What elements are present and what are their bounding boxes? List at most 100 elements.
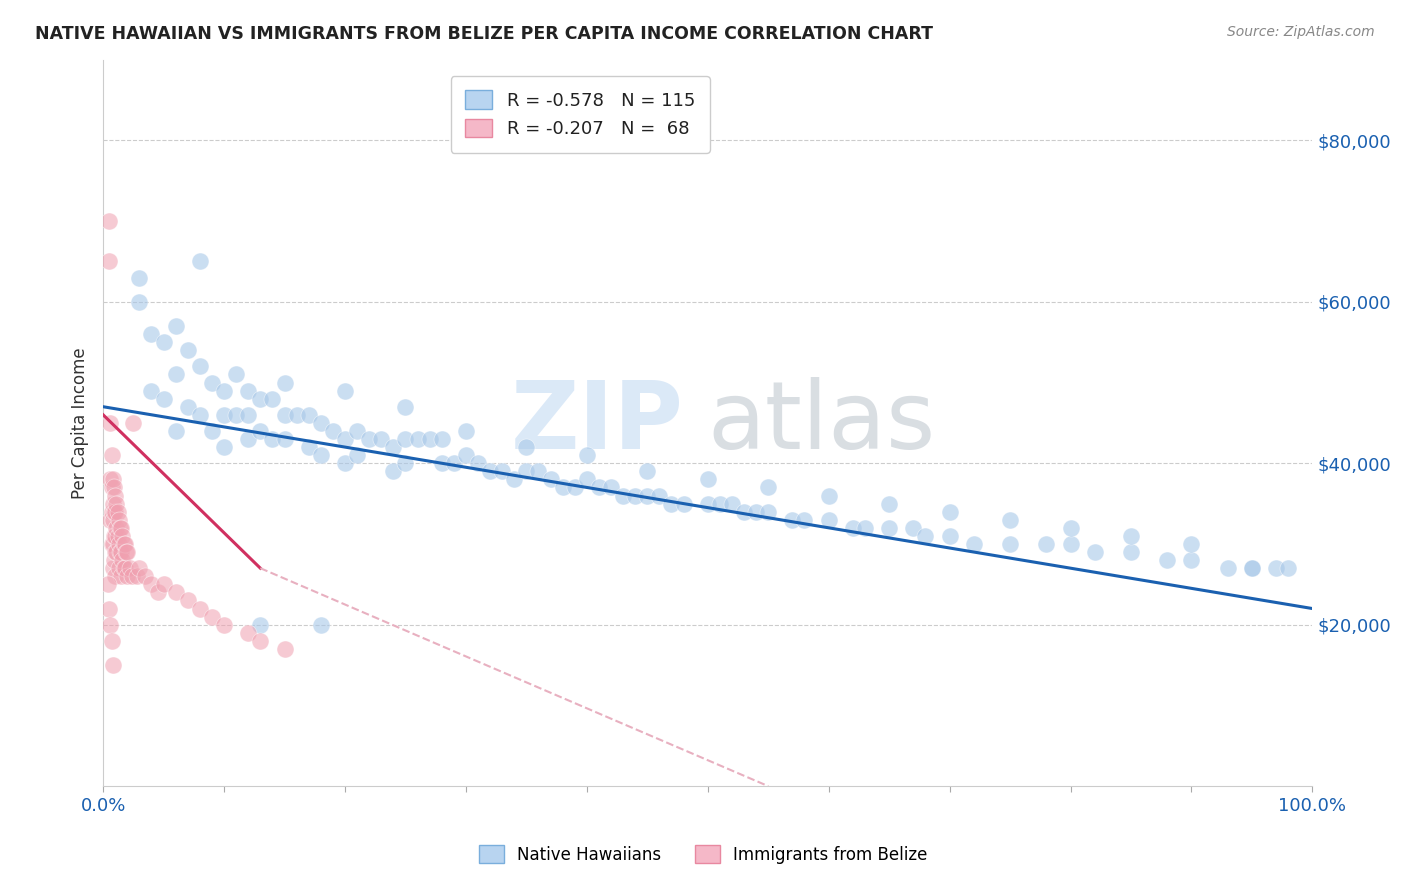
Point <box>903 521 925 535</box>
Point <box>636 464 658 478</box>
Point <box>491 464 513 478</box>
Point <box>359 432 381 446</box>
Point <box>152 392 174 406</box>
Point <box>98 214 121 228</box>
Point <box>394 432 416 446</box>
Point <box>104 545 127 559</box>
Point <box>118 561 141 575</box>
Point <box>467 456 489 470</box>
Point <box>104 489 127 503</box>
Legend: Native Hawaiians, Immigrants from Belize: Native Hawaiians, Immigrants from Belize <box>472 838 934 871</box>
Text: Source: ZipAtlas.com: Source: ZipAtlas.com <box>1227 25 1375 39</box>
Point <box>1265 561 1288 575</box>
Point <box>201 609 224 624</box>
Point <box>107 505 129 519</box>
Point <box>551 480 574 494</box>
Point <box>101 537 124 551</box>
Point <box>1059 521 1081 535</box>
Point <box>733 505 755 519</box>
Point <box>141 327 163 342</box>
Point <box>914 529 936 543</box>
Point <box>141 384 163 398</box>
Point <box>998 537 1021 551</box>
Point <box>721 497 744 511</box>
Point <box>540 472 562 486</box>
Point <box>249 424 271 438</box>
Point <box>419 432 441 446</box>
Point <box>212 408 235 422</box>
Point <box>853 521 876 535</box>
Point <box>575 448 598 462</box>
Point <box>100 617 122 632</box>
Point <box>188 601 211 615</box>
Point <box>177 343 200 358</box>
Point <box>1084 545 1107 559</box>
Point <box>430 432 453 446</box>
Point <box>817 513 839 527</box>
Point <box>249 392 271 406</box>
Point <box>333 384 356 398</box>
Point <box>298 408 321 422</box>
Point <box>128 270 150 285</box>
Point <box>111 529 134 543</box>
Point <box>648 489 671 503</box>
Text: NATIVE HAWAIIAN VS IMMIGRANTS FROM BELIZE PER CAPITA INCOME CORRELATION CHART: NATIVE HAWAIIAN VS IMMIGRANTS FROM BELIZ… <box>35 25 934 43</box>
Point <box>212 440 235 454</box>
Point <box>309 448 332 462</box>
Point <box>1277 561 1299 575</box>
Point <box>696 472 718 486</box>
Point <box>454 424 477 438</box>
Point <box>515 440 537 454</box>
Point <box>273 432 295 446</box>
Point <box>165 368 187 382</box>
Point <box>1180 553 1202 567</box>
Point <box>105 545 128 559</box>
Point <box>101 513 124 527</box>
Point <box>108 545 131 559</box>
Point <box>103 529 125 543</box>
Point <box>110 545 132 559</box>
Point <box>309 617 332 632</box>
Point <box>100 537 122 551</box>
Point <box>146 585 169 599</box>
Point <box>382 464 405 478</box>
Point <box>877 497 900 511</box>
Point <box>661 497 683 511</box>
Point <box>122 416 145 430</box>
Point <box>103 553 125 567</box>
Point <box>1119 529 1142 543</box>
Point <box>249 617 271 632</box>
Point <box>112 561 135 575</box>
Point <box>479 464 502 478</box>
Point <box>527 464 550 478</box>
Point <box>285 408 308 422</box>
Point <box>273 376 295 390</box>
Point <box>108 513 131 527</box>
Point <box>406 432 429 446</box>
Point <box>745 505 768 519</box>
Point <box>709 497 731 511</box>
Point <box>309 416 332 430</box>
Point <box>103 505 125 519</box>
Point <box>333 456 356 470</box>
Point <box>756 480 779 494</box>
Point <box>114 561 136 575</box>
Point <box>101 561 124 575</box>
Point <box>636 489 658 503</box>
Point <box>100 480 122 494</box>
Point <box>98 601 121 615</box>
Point <box>100 633 122 648</box>
Point <box>515 464 537 478</box>
Text: atlas: atlas <box>707 377 936 469</box>
Point <box>322 424 344 438</box>
Point <box>100 448 122 462</box>
Point <box>98 254 121 268</box>
Y-axis label: Per Capita Income: Per Capita Income <box>72 347 89 499</box>
Point <box>370 432 392 446</box>
Point <box>443 456 465 470</box>
Point <box>624 489 647 503</box>
Point <box>394 456 416 470</box>
Point <box>104 569 127 583</box>
Point <box>238 384 260 398</box>
Point <box>756 505 779 519</box>
